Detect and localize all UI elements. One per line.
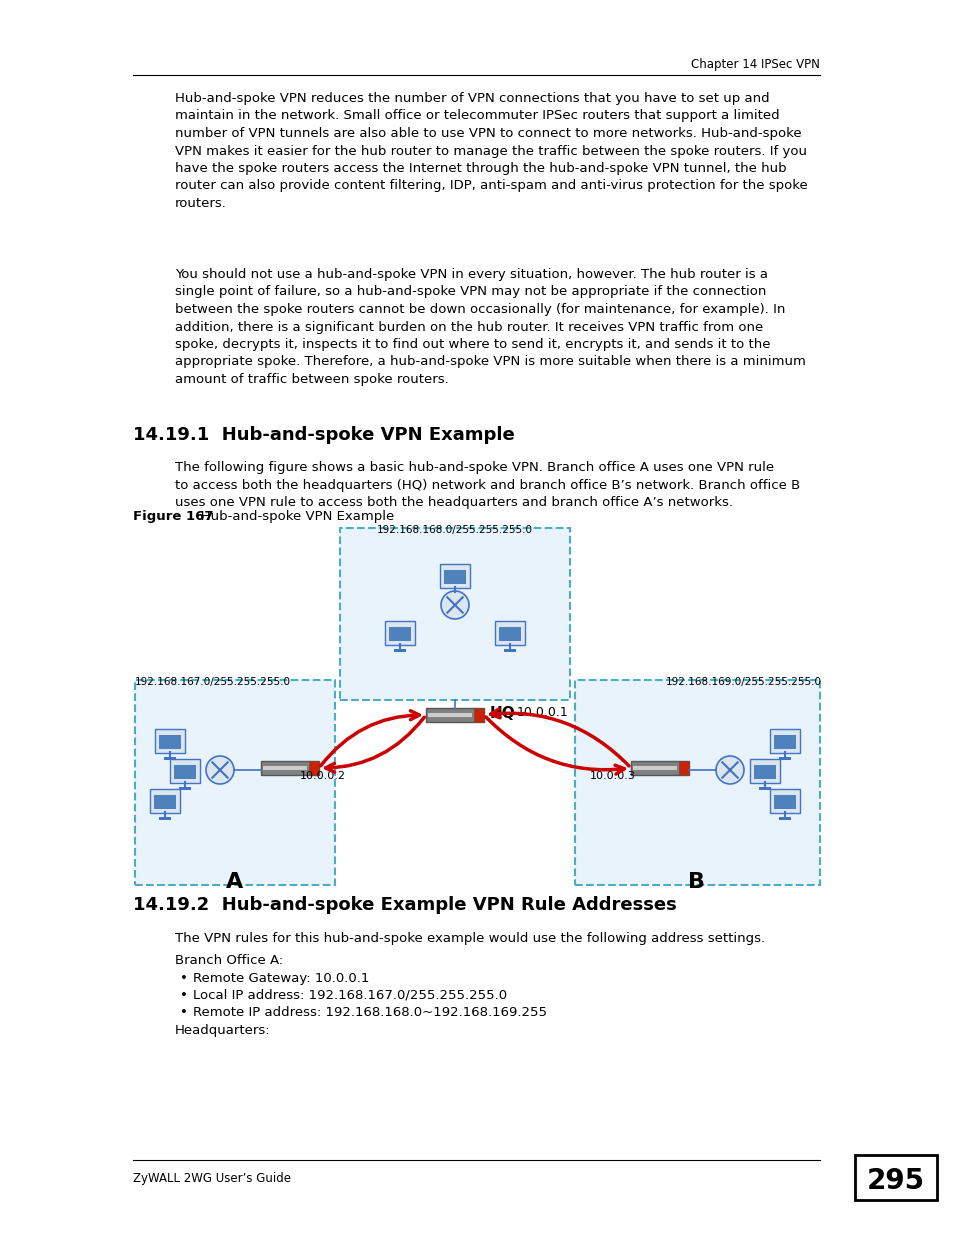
FancyBboxPatch shape — [630, 761, 688, 776]
FancyBboxPatch shape — [769, 789, 800, 813]
Text: ZyWALL 2WG User’s Guide: ZyWALL 2WG User’s Guide — [132, 1172, 291, 1186]
FancyBboxPatch shape — [749, 760, 780, 783]
FancyBboxPatch shape — [164, 757, 175, 760]
Text: 295: 295 — [866, 1167, 924, 1195]
Text: Hub-and-spoke VPN Example: Hub-and-spoke VPN Example — [188, 510, 394, 522]
Text: 192.168.168.0/255.255.255.0: 192.168.168.0/255.255.255.0 — [376, 525, 533, 535]
Text: You should not use a hub-and-spoke VPN in every situation, however. The hub rout: You should not use a hub-and-spoke VPN i… — [174, 268, 805, 387]
Text: Remote Gateway: 10.0.0.1: Remote Gateway: 10.0.0.1 — [193, 972, 369, 986]
FancyBboxPatch shape — [439, 564, 470, 588]
Text: Hub-and-spoke VPN reduces the number of VPN connections that you have to set up : Hub-and-spoke VPN reduces the number of … — [174, 91, 807, 210]
FancyBboxPatch shape — [679, 761, 688, 776]
FancyBboxPatch shape — [498, 627, 520, 641]
FancyBboxPatch shape — [339, 529, 569, 700]
Text: Headquarters:: Headquarters: — [174, 1024, 271, 1037]
FancyBboxPatch shape — [159, 818, 171, 820]
FancyBboxPatch shape — [135, 680, 335, 885]
FancyBboxPatch shape — [428, 713, 472, 718]
FancyBboxPatch shape — [449, 592, 460, 595]
FancyBboxPatch shape — [779, 757, 790, 760]
FancyBboxPatch shape — [854, 1155, 936, 1200]
FancyBboxPatch shape — [154, 729, 185, 753]
FancyBboxPatch shape — [309, 761, 318, 776]
Circle shape — [440, 592, 469, 619]
Text: A: A — [226, 872, 243, 892]
FancyBboxPatch shape — [773, 795, 795, 809]
FancyBboxPatch shape — [263, 766, 307, 769]
FancyBboxPatch shape — [495, 621, 524, 645]
Text: Local IP address: 192.168.167.0/255.255.255.0: Local IP address: 192.168.167.0/255.255.… — [193, 989, 507, 1002]
FancyBboxPatch shape — [159, 735, 181, 748]
FancyBboxPatch shape — [575, 680, 820, 885]
Text: •: • — [180, 972, 188, 986]
FancyBboxPatch shape — [759, 787, 770, 790]
Circle shape — [716, 756, 743, 784]
Text: •: • — [180, 1007, 188, 1019]
FancyBboxPatch shape — [394, 650, 406, 652]
FancyBboxPatch shape — [753, 764, 775, 779]
FancyBboxPatch shape — [633, 766, 677, 769]
FancyBboxPatch shape — [389, 627, 411, 641]
Text: Remote IP address: 192.168.168.0~192.168.169.255: Remote IP address: 192.168.168.0~192.168… — [193, 1007, 546, 1019]
FancyBboxPatch shape — [773, 735, 795, 748]
Text: 10.0.0.2: 10.0.0.2 — [299, 771, 346, 781]
FancyBboxPatch shape — [173, 764, 195, 779]
FancyBboxPatch shape — [150, 789, 180, 813]
FancyBboxPatch shape — [503, 650, 516, 652]
FancyBboxPatch shape — [779, 818, 790, 820]
Text: The following figure shows a basic hub-and-spoke VPN. Branch office A uses one V: The following figure shows a basic hub-a… — [174, 461, 800, 509]
Text: 10.0.0.1: 10.0.0.1 — [517, 706, 568, 719]
Text: 192.168.167.0/255.255.255.0: 192.168.167.0/255.255.255.0 — [135, 677, 291, 687]
FancyBboxPatch shape — [261, 761, 318, 776]
Text: 10.0.0.3: 10.0.0.3 — [589, 771, 636, 781]
Text: 192.168.169.0/255.255.255.0: 192.168.169.0/255.255.255.0 — [665, 677, 821, 687]
FancyBboxPatch shape — [170, 760, 200, 783]
Text: Branch Office A:: Branch Office A: — [174, 953, 283, 967]
FancyBboxPatch shape — [769, 729, 800, 753]
Text: Chapter 14 IPSec VPN: Chapter 14 IPSec VPN — [690, 58, 820, 70]
FancyBboxPatch shape — [179, 787, 191, 790]
FancyBboxPatch shape — [443, 571, 465, 584]
FancyBboxPatch shape — [385, 621, 415, 645]
Text: 14.19.1  Hub-and-spoke VPN Example: 14.19.1 Hub-and-spoke VPN Example — [132, 426, 515, 445]
Text: 14.19.2  Hub-and-spoke Example VPN Rule Addresses: 14.19.2 Hub-and-spoke Example VPN Rule A… — [132, 897, 676, 914]
Text: Figure 167: Figure 167 — [132, 510, 213, 522]
FancyBboxPatch shape — [426, 708, 483, 722]
FancyBboxPatch shape — [474, 708, 483, 722]
Text: B: B — [688, 872, 705, 892]
Circle shape — [206, 756, 233, 784]
Text: •: • — [180, 989, 188, 1002]
FancyBboxPatch shape — [153, 795, 175, 809]
Text: HQ: HQ — [490, 706, 516, 721]
Text: The VPN rules for this hub-and-spoke example would use the following address set: The VPN rules for this hub-and-spoke exa… — [174, 932, 764, 945]
